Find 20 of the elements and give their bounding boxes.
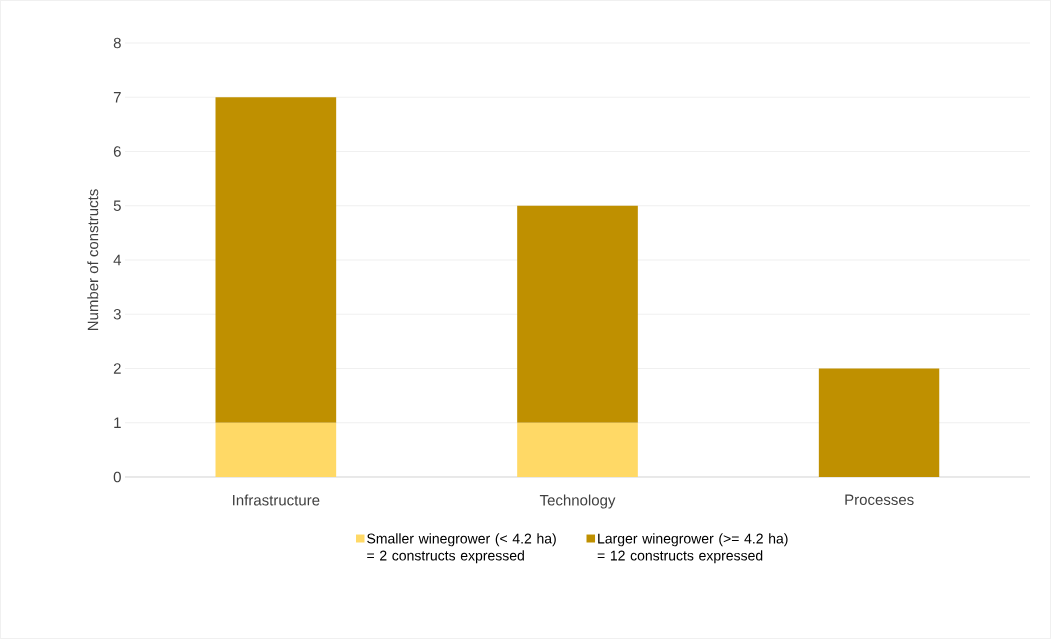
x-tick-label: Infrastructure: [233, 494, 320, 506]
y-tick-label: 6: [113, 146, 121, 157]
y-tick-label: 1: [114, 417, 121, 428]
x-tick-label: Technology: [539, 494, 616, 509]
y-tick-label: 8: [113, 37, 121, 49]
x-tick-label: Processes: [845, 494, 914, 505]
legend-label: Smaller winegrower (< 4.2 ha) = 2 constructs expressed: [367, 533, 556, 564]
y-tick-label: 5: [113, 200, 121, 211]
y-axis-title: Number of constructs: [87, 189, 99, 331]
y-tick-label: 3: [113, 308, 121, 320]
y-tick-label: 2: [113, 363, 121, 374]
bar: [818, 368, 940, 477]
y-tick-label: 4: [113, 254, 122, 266]
bar: [215, 422, 337, 477]
bar: [215, 97, 337, 423]
bar: [517, 422, 638, 477]
bar: [517, 205, 638, 423]
y-tick-label: 7: [113, 92, 121, 103]
y-tick-label: 0: [113, 471, 121, 483]
legend-label: Larger winegrower (>= 4.2 ha) = 12 constructs expressed: [597, 533, 788, 564]
